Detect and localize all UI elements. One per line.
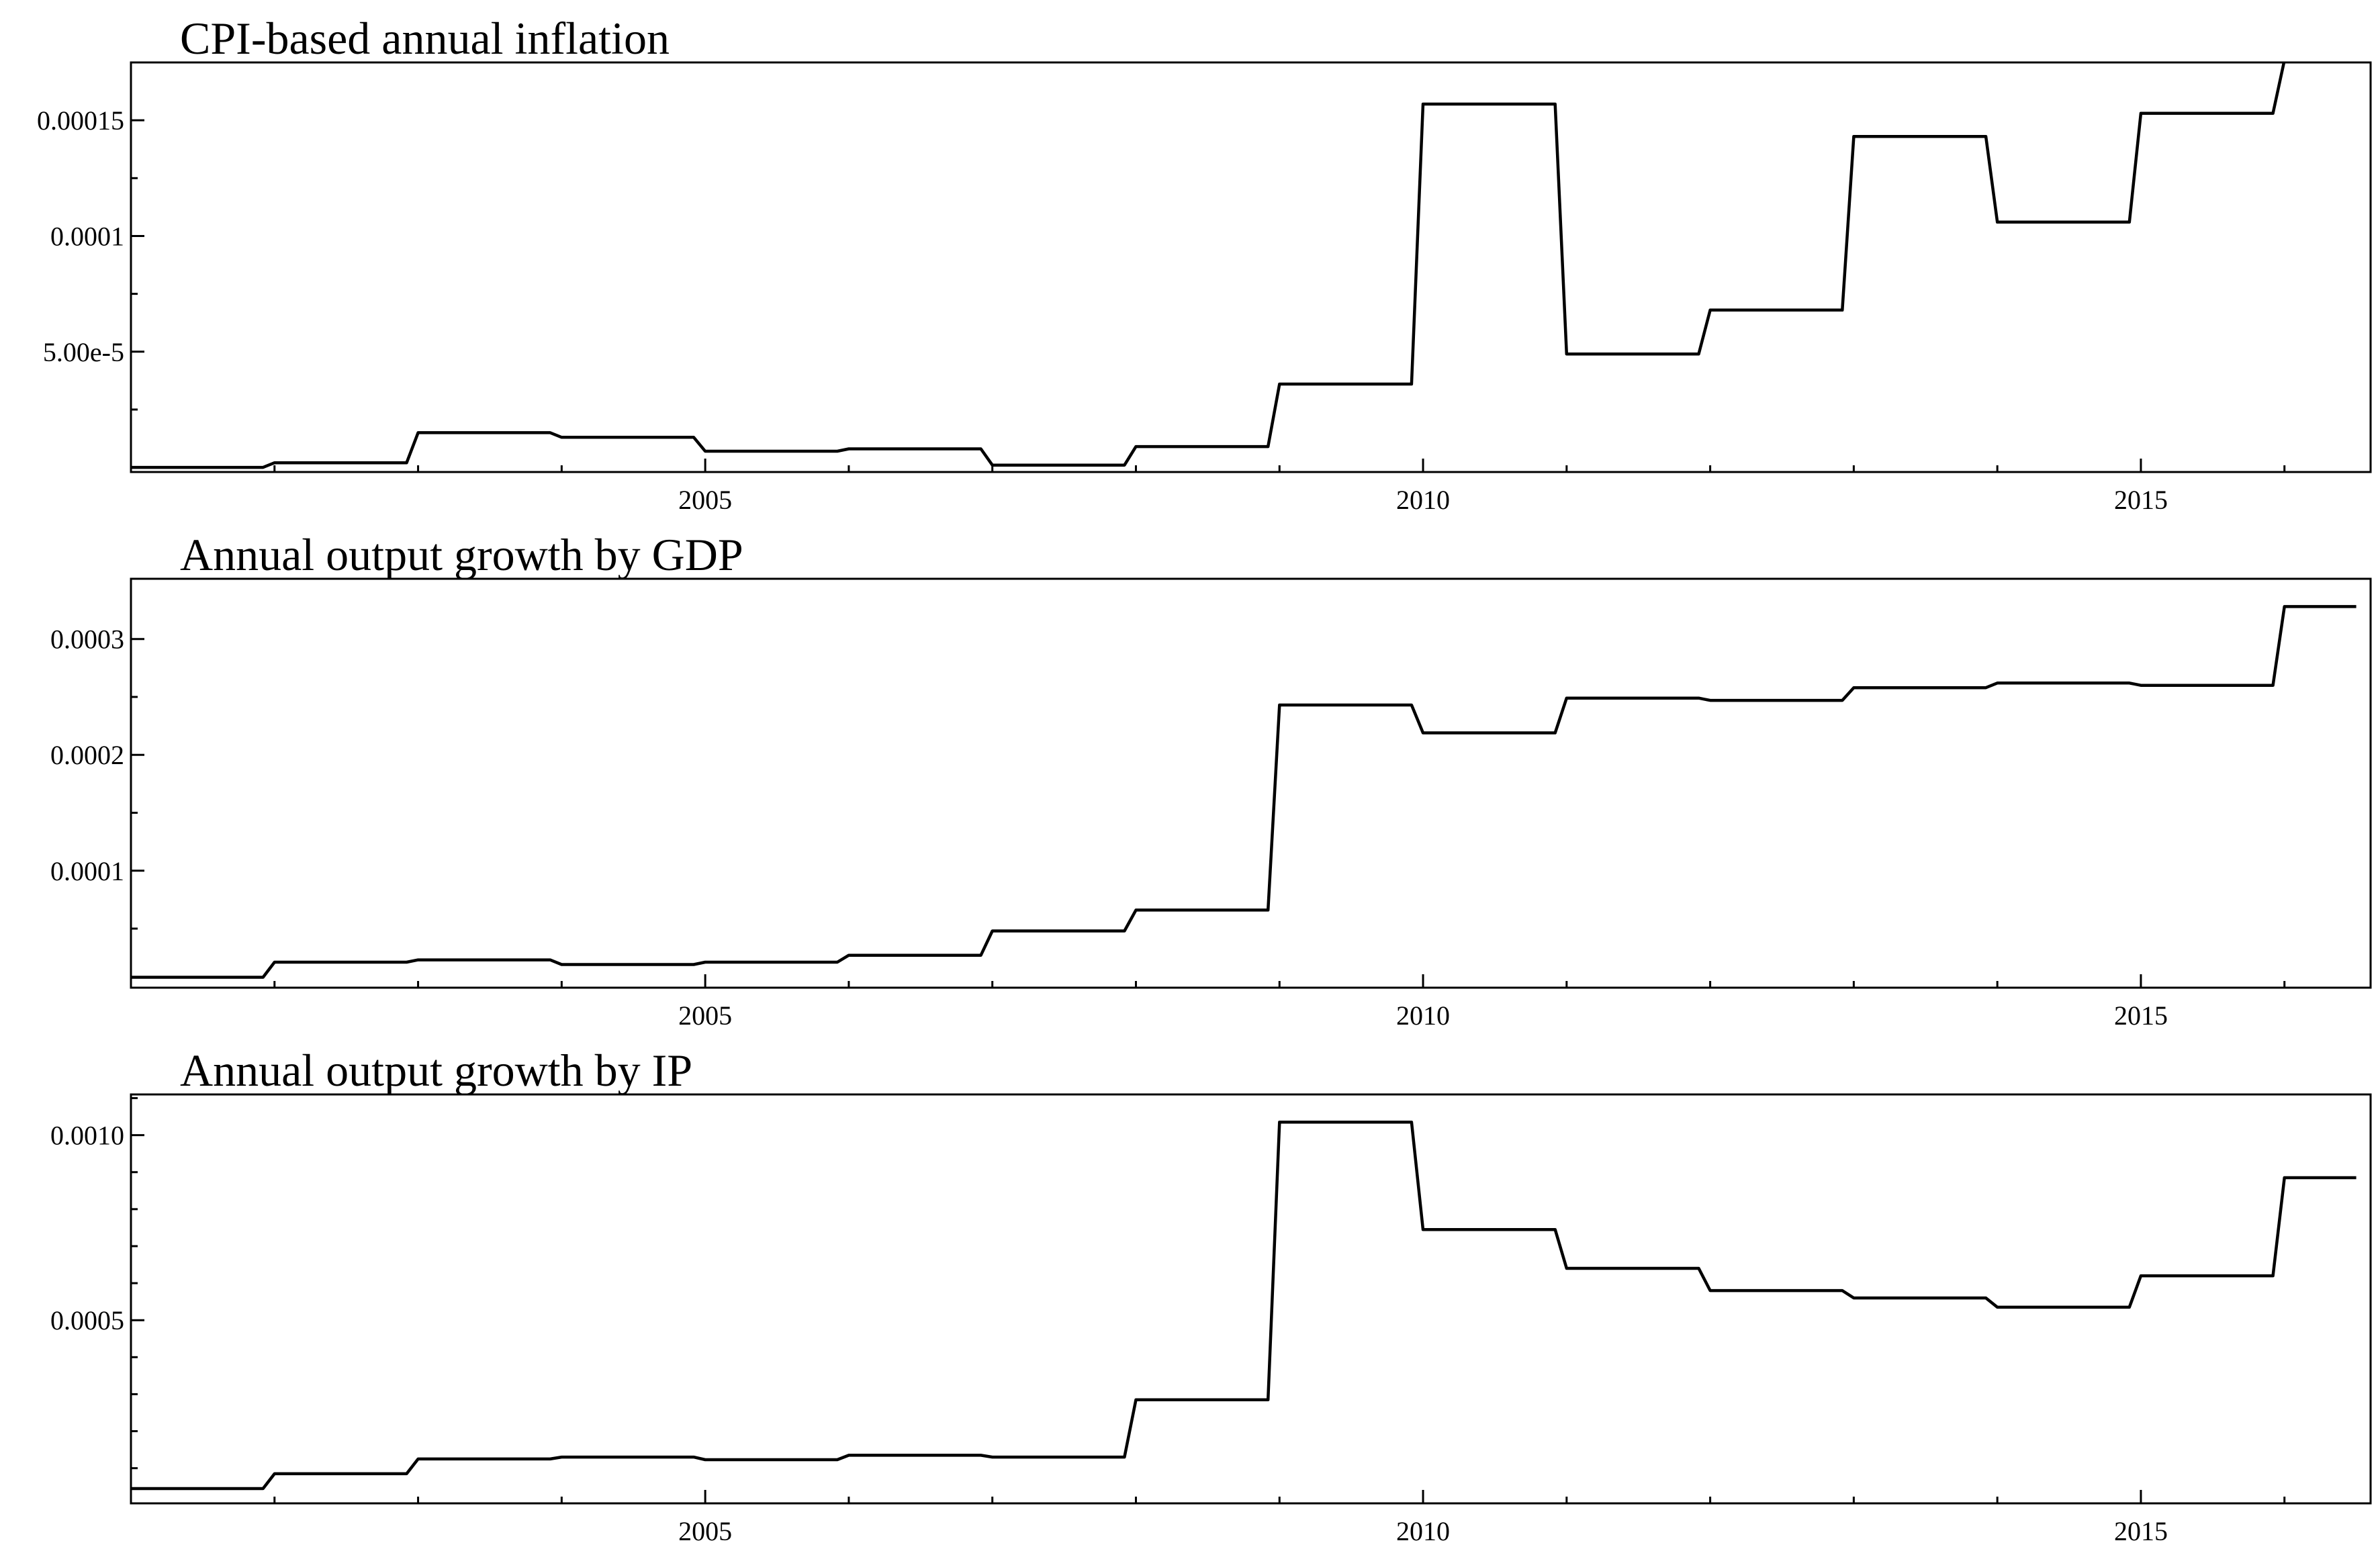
plot-frame <box>130 61 2372 473</box>
x-tick-label: 2005 <box>678 485 732 515</box>
series-line <box>131 1121 2356 1491</box>
panel-ip-growth: Annual output growth by IP 0.0005 0.0010 20… <box>50 1045 2372 1546</box>
series-line <box>131 62 2286 469</box>
y-tick-label: 0.0001 <box>50 221 124 251</box>
x-tick-label: 2015 <box>2114 485 2168 515</box>
y-tick-label: 0.0010 <box>50 1121 124 1151</box>
x-tick-label: 2015 <box>2114 1516 2168 1546</box>
y-tick-label: 0.0001 <box>50 856 124 886</box>
y-tick-label: 0.00015 <box>37 105 124 136</box>
x-tick-label: 2010 <box>1396 1516 1450 1546</box>
x-tick-label: 2015 <box>2114 1000 2168 1031</box>
x-tick-label: 2005 <box>678 1516 732 1546</box>
chart-title: Annual output growth by IP <box>180 1045 692 1096</box>
y-tick-label: 5.00e-5 <box>43 337 124 367</box>
chart-title: Annual output growth by GDP <box>180 529 743 580</box>
panel-gdp-growth: Annual output growth by GDP 0.0001 0.0002 0… <box>50 529 2372 1031</box>
series-line <box>131 605 2356 979</box>
x-tick-label: 2010 <box>1396 1000 1450 1031</box>
x-tick-label: 2005 <box>678 1000 732 1031</box>
plot-frame <box>130 1093 2372 1505</box>
y-tick-label: 0.0005 <box>50 1305 124 1335</box>
chart-title: CPI-based annual inflation <box>180 13 670 64</box>
panel-cpi-inflation: CPI-based annual inflation 5.00e-5 0.0001 0… <box>37 13 2372 515</box>
x-tick-label: 2010 <box>1396 485 1450 515</box>
plot-frame <box>130 577 2372 989</box>
y-tick-label: 0.0003 <box>50 624 124 655</box>
y-tick-label: 0.0002 <box>50 740 124 770</box>
